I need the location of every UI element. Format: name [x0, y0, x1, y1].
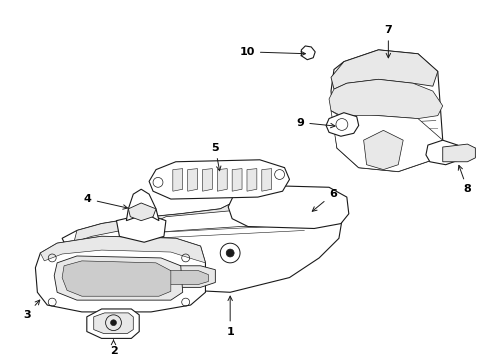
Polygon shape [188, 168, 197, 191]
Text: 5: 5 [212, 143, 221, 171]
Text: 2: 2 [110, 340, 118, 356]
Polygon shape [202, 168, 212, 191]
Polygon shape [35, 237, 205, 312]
Polygon shape [232, 168, 242, 191]
Polygon shape [331, 111, 443, 172]
Polygon shape [54, 256, 183, 300]
Polygon shape [131, 266, 215, 287]
Text: 7: 7 [385, 25, 392, 58]
Circle shape [226, 249, 234, 257]
Polygon shape [329, 79, 443, 118]
Polygon shape [228, 185, 349, 229]
Polygon shape [364, 130, 403, 170]
Polygon shape [138, 271, 208, 284]
Text: 1: 1 [226, 296, 234, 337]
Polygon shape [87, 309, 139, 338]
Polygon shape [268, 203, 314, 215]
Polygon shape [62, 261, 171, 296]
Text: 4: 4 [84, 194, 127, 209]
Polygon shape [426, 140, 463, 165]
Polygon shape [331, 50, 438, 89]
Polygon shape [149, 207, 314, 233]
Polygon shape [280, 187, 344, 224]
Text: 9: 9 [296, 117, 335, 128]
Polygon shape [128, 203, 156, 221]
Polygon shape [247, 168, 257, 191]
Polygon shape [443, 144, 475, 162]
Polygon shape [40, 237, 205, 263]
Text: 6: 6 [312, 189, 337, 211]
Polygon shape [331, 50, 443, 172]
Polygon shape [301, 46, 315, 60]
Text: 3: 3 [23, 300, 40, 320]
Polygon shape [149, 160, 290, 199]
Polygon shape [117, 214, 166, 242]
Polygon shape [74, 189, 344, 242]
Polygon shape [218, 168, 227, 191]
Circle shape [111, 320, 117, 326]
Text: 8: 8 [458, 165, 471, 194]
Polygon shape [326, 113, 359, 136]
Polygon shape [262, 168, 271, 191]
Polygon shape [94, 313, 133, 333]
Polygon shape [173, 168, 183, 191]
Polygon shape [126, 189, 159, 221]
Polygon shape [62, 189, 344, 292]
Text: 10: 10 [240, 47, 305, 57]
